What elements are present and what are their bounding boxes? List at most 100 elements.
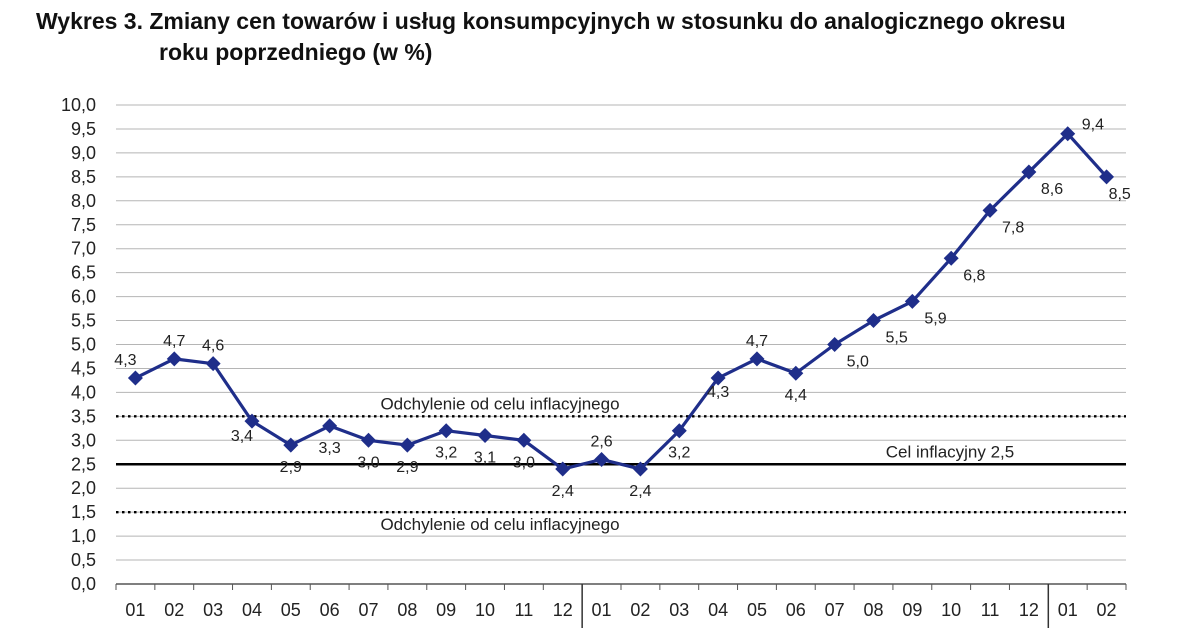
data-point-marker — [1021, 164, 1037, 180]
data-point-marker — [827, 337, 843, 352]
x-tick-label: 08 — [397, 600, 417, 620]
data-label: 6,8 — [963, 267, 985, 284]
data-point-marker — [205, 356, 221, 372]
series-polyline — [134, 132, 1108, 471]
grid-lines — [116, 104, 1126, 561]
chart-title: Wykres 3. Zmiany cen towarów i usług kon… — [36, 6, 1186, 68]
data-label: 4,3 — [114, 352, 136, 369]
data-point-marker — [632, 461, 648, 477]
x-tick-label: 01 — [592, 600, 612, 620]
x-tick-label: 11 — [981, 600, 1000, 620]
x-axis: 01 02 03 04 05 06 07 08 09 10 11 12 01 02 03 04 05 06 07 08… — [115, 583, 1127, 628]
y-tick-label: 7,0 — [71, 239, 96, 259]
data-point-marker — [399, 437, 415, 453]
data-label: 4,4 — [785, 387, 807, 404]
data-point-marker — [127, 370, 143, 386]
data-label: 3,3 — [319, 440, 341, 457]
x-tick-label: 01 — [125, 600, 145, 620]
deviation-line-label: Odchylenie od celu inflacyjnego — [380, 515, 619, 534]
data-point-marker — [1060, 126, 1076, 142]
data-point-marker — [1099, 169, 1115, 185]
data-point-marker — [943, 250, 959, 266]
x-tick-label: 06 — [320, 600, 340, 620]
y-tick-label: 4,5 — [71, 358, 96, 378]
data-label: 2,9 — [396, 459, 418, 476]
y-tick-label: 3,0 — [71, 430, 96, 450]
data-point-marker — [982, 202, 998, 218]
data-point-marker — [710, 370, 726, 386]
x-tick-label: 11 — [515, 600, 534, 620]
y-tick-label: 8,0 — [71, 191, 96, 211]
data-point-marker — [438, 423, 454, 439]
y-tick-label: 6,0 — [71, 287, 96, 307]
series-line — [127, 126, 1115, 477]
y-tick-label: 10,0 — [61, 95, 96, 115]
y-tick-label: 5,5 — [71, 311, 96, 331]
y-tick-label: 1,0 — [71, 526, 96, 546]
x-tick-label: 03 — [203, 600, 223, 620]
data-point-marker — [671, 423, 687, 439]
x-tick-label: 07 — [358, 600, 378, 620]
y-tick-label: 2,0 — [71, 478, 96, 498]
deviation-line-label: Odchylenie od celu inflacyjnego — [380, 394, 619, 413]
data-point-marker — [322, 418, 338, 434]
x-tick-label: 03 — [669, 600, 689, 620]
data-label: 3,1 — [474, 450, 496, 467]
x-tick-label: 05 — [747, 600, 767, 620]
data-label: 2,4 — [552, 483, 574, 500]
y-axis-ticks: 0,0 0,5 1,0 1,5 2,0 2,5 3,0 3,5 4,0 4,5 5,0 5,5 6,0 6… — [61, 95, 96, 594]
x-tick-label: 12 — [1019, 600, 1039, 620]
y-tick-label: 4,0 — [71, 382, 96, 402]
data-point-marker — [516, 432, 532, 448]
y-tick-label: 5,0 — [71, 335, 96, 355]
data-point-marker — [166, 351, 182, 367]
data-label: 5,9 — [924, 310, 946, 327]
data-point-marker — [477, 428, 493, 444]
y-tick-label: 9,5 — [71, 119, 96, 139]
y-tick-label: 0,0 — [71, 574, 96, 594]
data-point-marker — [361, 432, 376, 448]
data-label: 4,7 — [163, 333, 185, 350]
data-label: 4,3 — [707, 384, 729, 401]
data-point-marker — [788, 365, 804, 381]
x-tick-label: 04 — [708, 600, 728, 620]
data-label: 4,6 — [202, 338, 224, 355]
y-tick-label: 3,5 — [71, 406, 96, 426]
x-tick-label: 09 — [436, 600, 456, 620]
y-tick-label: 6,5 — [71, 263, 96, 283]
data-label: 5,0 — [847, 354, 869, 371]
y-tick-label: 0,5 — [71, 550, 96, 570]
data-label: 3,2 — [668, 445, 690, 462]
data-label: 3,2 — [435, 445, 457, 462]
data-label: 2,6 — [590, 433, 612, 450]
x-tick-label: 08 — [863, 600, 883, 620]
data-label: 8,6 — [1041, 181, 1063, 198]
x-tick-label: 01 — [1058, 600, 1078, 620]
x-tick-label: 10 — [475, 600, 495, 620]
y-tick-label: 9,0 — [71, 143, 96, 163]
x-tick-label: 02 — [630, 600, 650, 620]
x-tick-label: 09 — [902, 600, 922, 620]
y-tick-label: 1,5 — [71, 502, 96, 522]
data-point-marker — [904, 293, 920, 309]
data-label: 5,5 — [886, 330, 908, 347]
target-line-label: Cel inflacyjny 2,5 — [886, 442, 1015, 461]
y-tick-label: 8,5 — [71, 167, 96, 187]
data-point-marker — [594, 451, 610, 467]
x-tick-label: 07 — [825, 600, 845, 620]
data-label: 3,0 — [513, 454, 535, 471]
x-tick-label: 02 — [164, 600, 184, 620]
data-point-marker — [555, 461, 571, 477]
y-tick-label: 7,5 — [71, 215, 96, 235]
data-point-marker — [866, 313, 881, 329]
data-point-marker — [244, 413, 260, 429]
data-label: 2,4 — [629, 483, 651, 500]
data-label: 4,7 — [746, 333, 768, 350]
data-label: 2,9 — [280, 459, 302, 476]
y-tick-label: 2,5 — [71, 454, 96, 474]
data-point-marker — [749, 351, 765, 367]
x-tick-label: 05 — [281, 600, 301, 620]
data-label: 9,4 — [1082, 117, 1104, 134]
data-label: 3,4 — [231, 428, 253, 445]
